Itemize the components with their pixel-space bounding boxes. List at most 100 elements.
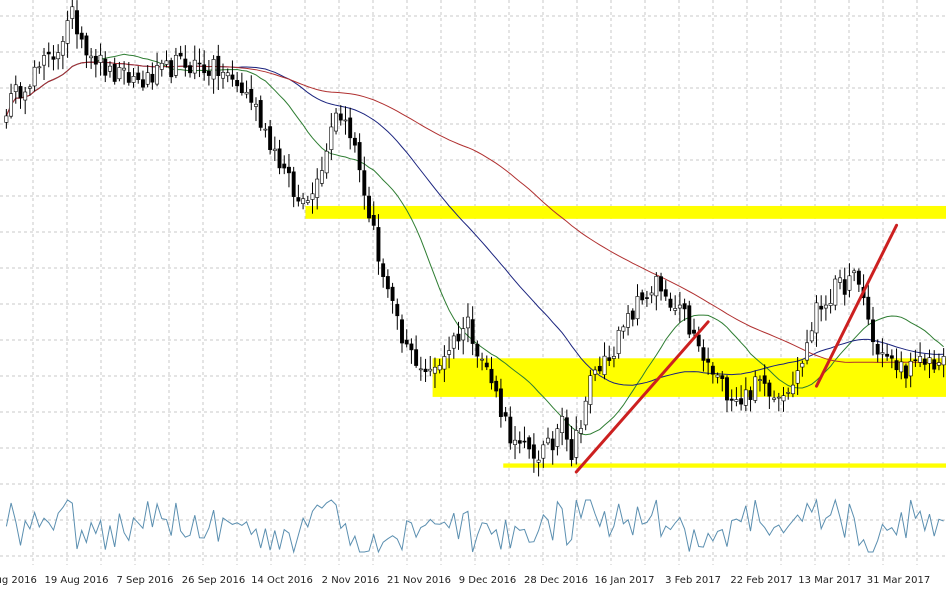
candle-body [216,55,221,76]
candle-body [433,366,437,374]
candle-body [192,59,197,74]
candle-body [517,440,522,444]
candle-body [663,289,668,297]
candle-body [272,148,277,151]
candle-body [889,355,894,359]
x-tick-label: 3 Feb 2017 [665,575,721,586]
candle-body [136,72,141,80]
candle-body [103,58,108,76]
horizontal-zone [432,358,946,397]
candle-body [131,76,136,83]
candle-body [616,330,621,354]
candle-body [202,64,207,74]
candle-body [319,170,324,184]
candle-body [296,197,301,202]
candle-body [155,65,160,85]
candle-body [159,63,164,70]
candle-body [249,88,254,103]
candle-body [941,356,946,366]
candle-body [706,358,711,363]
candle-body [918,356,923,363]
candle-body [626,313,631,328]
candle-body [183,58,188,68]
candle-body [762,375,767,384]
x-tick-label: 9 Dec 2016 [459,575,517,586]
candle-body [527,437,532,450]
candle-body [338,113,343,121]
candle-body [324,150,329,174]
candle-body [287,166,291,174]
candle-body [569,439,574,460]
candle-body [470,319,475,344]
candle-body [630,310,635,320]
candle-body [677,304,682,309]
candle-body [277,148,282,169]
trendlines [574,223,899,474]
candle-body [211,59,216,80]
candle-body [875,344,880,355]
candle-body [847,275,852,291]
candle-body [197,62,202,65]
candle-body [254,103,258,107]
candle-body [239,82,244,94]
candle-body [447,350,452,355]
candle-body [235,80,240,87]
candle-body [334,112,339,132]
candle-body [607,357,612,361]
candle-body [230,74,235,80]
trendline [574,320,710,474]
candle-body [579,428,583,434]
x-tick-label: 22 Feb 2017 [730,575,792,586]
candle-body [560,416,565,434]
candle-body [593,369,598,375]
candle-body [494,380,499,392]
candle-body [4,115,9,123]
candle-body [169,60,174,78]
candle-body [640,292,645,301]
candle-body [668,298,673,308]
candle-body [56,52,61,60]
candle-body [786,392,791,394]
candle-body [150,73,155,83]
x-tick-label: 2 Nov 2016 [322,575,380,586]
candle-body [221,71,225,79]
candle-body [70,6,75,19]
candle-body [456,333,461,342]
candle-body [409,343,414,351]
candle-body [790,384,795,395]
candle-body [329,126,334,150]
candle-body [404,339,409,345]
candle-body [258,100,263,128]
candle-body [682,303,687,310]
x-tick-label: 14 Oct 2016 [251,575,313,586]
candle-body [611,356,616,359]
candle-body [828,303,833,306]
x-tick-label: 16 Jan 2017 [595,575,655,586]
x-tick-label: 13 Mar 2017 [798,575,861,586]
candle-body [908,360,913,377]
candle-body [42,55,46,66]
candle-body [367,195,371,219]
candle-body [550,438,555,451]
oscillator-line [5,498,944,554]
candle-body [291,171,296,197]
candle-body [89,55,94,59]
x-axis-tick-labels: 1 Aug 2016 19 Aug 2016 7 Sep 2016 26 Sep 20… [0,575,930,586]
candle-body [225,72,230,77]
candle-body [701,347,706,361]
candle-body [428,368,433,372]
x-tick-label: 1 Aug 2016 [0,575,37,586]
candle-body [122,67,127,71]
candle-body [743,389,748,406]
candle-body [484,362,489,368]
candle-body [904,365,908,379]
candle-body [927,357,932,364]
candle-body [98,54,103,63]
candle-body [936,362,941,366]
candle-body [734,399,739,402]
x-tick-label: 31 Mar 2017 [867,575,930,586]
candle-body [673,308,678,311]
x-tick-label: 21 Nov 2016 [387,575,451,586]
candle-body [894,360,899,371]
